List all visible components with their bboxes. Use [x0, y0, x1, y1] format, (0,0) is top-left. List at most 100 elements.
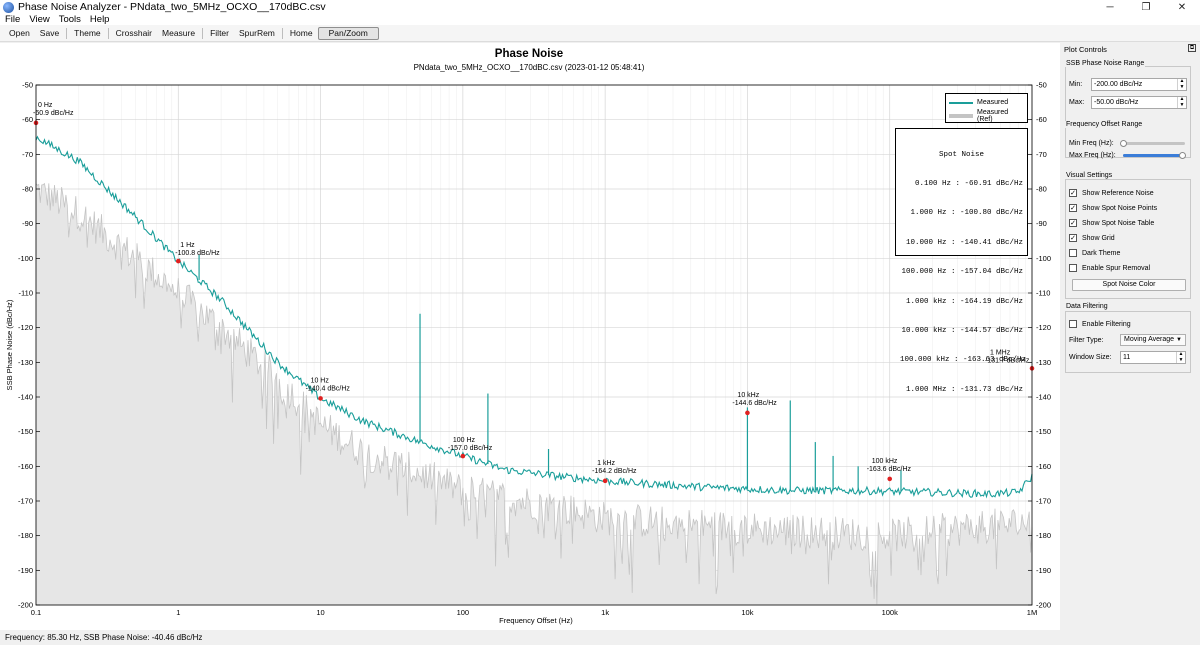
show-spot-points-checkbox[interactable]: ✓ Show Spot Noise Points [1069, 204, 1157, 212]
max-freq-slider-handle[interactable] [1179, 152, 1186, 159]
y-tick-label: -160 [18, 462, 33, 471]
spur-removal-checkbox[interactable]: Enable Spur Removal [1069, 264, 1150, 272]
y-tick-label-right: -140 [1036, 393, 1051, 402]
y-tick-label: -140 [18, 393, 33, 402]
panel-float-icon[interactable]: ⧉ [1188, 44, 1196, 52]
y-tick-label-right: -50 [1036, 81, 1047, 90]
spot-table-row: 100.000 kHz : -163.63 dBc/Hz [900, 356, 1027, 365]
max-spinbox[interactable]: -50.00 dBc/Hz ▲ ▼ [1091, 96, 1187, 109]
checkbox-label: Show Grid [1082, 234, 1115, 242]
min-freq-slider-handle[interactable] [1119, 140, 1127, 147]
y-tick-label: -110 [19, 289, 33, 298]
toolbar-separator [66, 27, 68, 39]
title-bar: Phase Noise Analyzer - PNdata_two_5MHz_O… [0, 0, 1200, 14]
show-grid-checkbox[interactable]: ✓ Show Grid [1069, 234, 1115, 242]
y-tick-label-right: -90 [1036, 219, 1047, 228]
spot-noise-point [887, 476, 893, 482]
maximize-button[interactable]: ❐ [1141, 1, 1151, 13]
enable-filtering-checkbox[interactable]: Enable Filtering [1069, 320, 1131, 328]
spin-arrows-icon[interactable]: ▲ ▼ [1176, 351, 1185, 363]
legend-swatch-measured [949, 101, 973, 104]
checkbox-icon[interactable]: ✓ [1069, 219, 1077, 227]
checkbox-label: Show Reference Noise [1082, 189, 1154, 197]
reference-area [36, 183, 1032, 605]
plot-area[interactable]: Phase Noise PNdata_two_5MHz_OCXO__170dBC… [0, 43, 1060, 630]
spin-arrows-icon[interactable]: ▲ ▼ [1177, 78, 1186, 90]
max-freq-slider-fill [1123, 154, 1182, 157]
measure-button[interactable]: Measure [162, 27, 196, 38]
checkbox-icon[interactable] [1069, 264, 1077, 272]
y-tick-label: -80 [22, 185, 33, 194]
y-tick-label: -60 [22, 115, 33, 124]
app-icon [3, 1, 14, 13]
filter-type-select[interactable]: Moving Average ▼ [1120, 334, 1186, 346]
menu-help[interactable]: Help [89, 14, 110, 25]
show-reference-noise-checkbox[interactable]: ✓ Show Reference Noise [1069, 189, 1154, 197]
spot-label-frequency: 100 kHz [872, 458, 898, 465]
toolbar: Open Save Theme Crosshair Measure Filter… [0, 25, 1200, 42]
x-tick-label: 100k [882, 608, 899, 617]
checkbox-icon[interactable] [1069, 249, 1077, 257]
checkbox-icon[interactable]: ✓ [1069, 204, 1077, 212]
minimize-button[interactable]: ─ [1106, 1, 1114, 13]
close-button[interactable]: ✕ [1177, 1, 1187, 13]
legend-item-reference: Measured (Ref) [949, 108, 1024, 123]
status-text: Frequency: 85.30 Hz, SSB Phase Noise: -4… [5, 633, 203, 642]
min-spinbox[interactable]: -200.00 dBc/Hz ▲ ▼ [1091, 78, 1187, 91]
checkbox-icon[interactable]: ✓ [1069, 234, 1077, 242]
crosshair-button[interactable]: Crosshair [115, 27, 153, 38]
show-spot-table-checkbox[interactable]: ✓ Show Spot Noise Table [1069, 219, 1154, 227]
theme-button[interactable]: Theme [74, 27, 101, 38]
open-button[interactable]: Open [9, 27, 30, 38]
spot-noise-table: Spot Noise 0.100 Hz : -60.91 dBc/Hz 1.00… [895, 128, 1028, 394]
menu-view[interactable]: View [29, 14, 50, 25]
checkbox-label: Enable Spur Removal [1082, 264, 1151, 272]
spur-removal-button[interactable]: SpurRem [238, 27, 275, 38]
spot-noise-color-button[interactable]: Spot Noise Color [1072, 279, 1186, 291]
y-tick-label: -100 [18, 254, 33, 263]
checkbox-label: Show Spot Noise Table [1082, 219, 1155, 227]
filter-button[interactable]: Filter [210, 27, 229, 38]
spin-arrows-icon[interactable]: ▲ ▼ [1177, 96, 1186, 108]
save-button[interactable]: Save [39, 27, 60, 38]
y-tick-label: -70 [22, 150, 33, 159]
y-axis-label: SSB Phase Noise (dBc/Hz) [5, 299, 14, 390]
y-tick-label-right: -130 [1036, 358, 1051, 367]
toolbar-separator [202, 27, 204, 39]
y-tick-label-right: -110 [1036, 289, 1050, 298]
min-freq-slider[interactable] [1123, 142, 1185, 145]
spot-label-value: -60.9 dBc/Hz [33, 110, 74, 117]
spot-label-value: -131.7 dBc/Hz [985, 357, 1030, 364]
y-tick-label-right: -160 [1036, 462, 1051, 471]
spot-table-row: 1.000 MHz : -131.73 dBc/Hz [905, 385, 1023, 394]
group-title: Visual Settings [1065, 172, 1114, 179]
legend-item-measured: Measured [949, 96, 1024, 109]
x-axis-label: Frequency Offset (Hz) [499, 616, 573, 625]
spot-table-row: 10.000 kHz : -144.57 dBc/Hz [901, 326, 1023, 335]
checkbox-label: Enable Filtering [1082, 320, 1131, 328]
y-tick-label: -170 [18, 497, 33, 506]
checkbox-icon[interactable]: ✓ [1069, 189, 1077, 197]
window-size-spinbox[interactable]: 11 ▲ ▼ [1120, 351, 1186, 364]
menu-file[interactable]: File [5, 14, 21, 25]
min-label: Min: [1069, 81, 1083, 88]
y-tick-label-right: -120 [1036, 323, 1051, 332]
y-tick-label: -130 [18, 358, 33, 367]
spot-label-value: -163.6 dBc/Hz [867, 466, 912, 473]
y-tick-label-right: -80 [1036, 185, 1047, 194]
menu-tools[interactable]: Tools [58, 14, 81, 25]
y-tick-label: -120 [18, 323, 33, 332]
spot-table-title: Spot Noise [938, 150, 984, 159]
legend-label: Measured (Ref) [977, 108, 1009, 123]
pan-zoom-button[interactable]: Pan/Zoom [317, 26, 379, 40]
max-label: Max: [1069, 99, 1085, 106]
legend-swatch-reference [949, 113, 973, 118]
y-tick-label-right: -70 [1036, 150, 1047, 159]
panel-title: Plot Controls [1064, 45, 1107, 54]
phase-noise-chart[interactable]: Phase Noise PNdata_two_5MHz_OCXO__170dBC… [0, 43, 1060, 630]
checkbox-icon[interactable] [1069, 320, 1077, 328]
dark-theme-checkbox[interactable]: Dark Theme [1069, 249, 1120, 257]
home-button[interactable]: Home [289, 27, 313, 38]
window-size-value: 11 [1123, 354, 1131, 361]
spot-table-row: 1.000 kHz : -164.19 dBc/Hz [905, 297, 1023, 306]
